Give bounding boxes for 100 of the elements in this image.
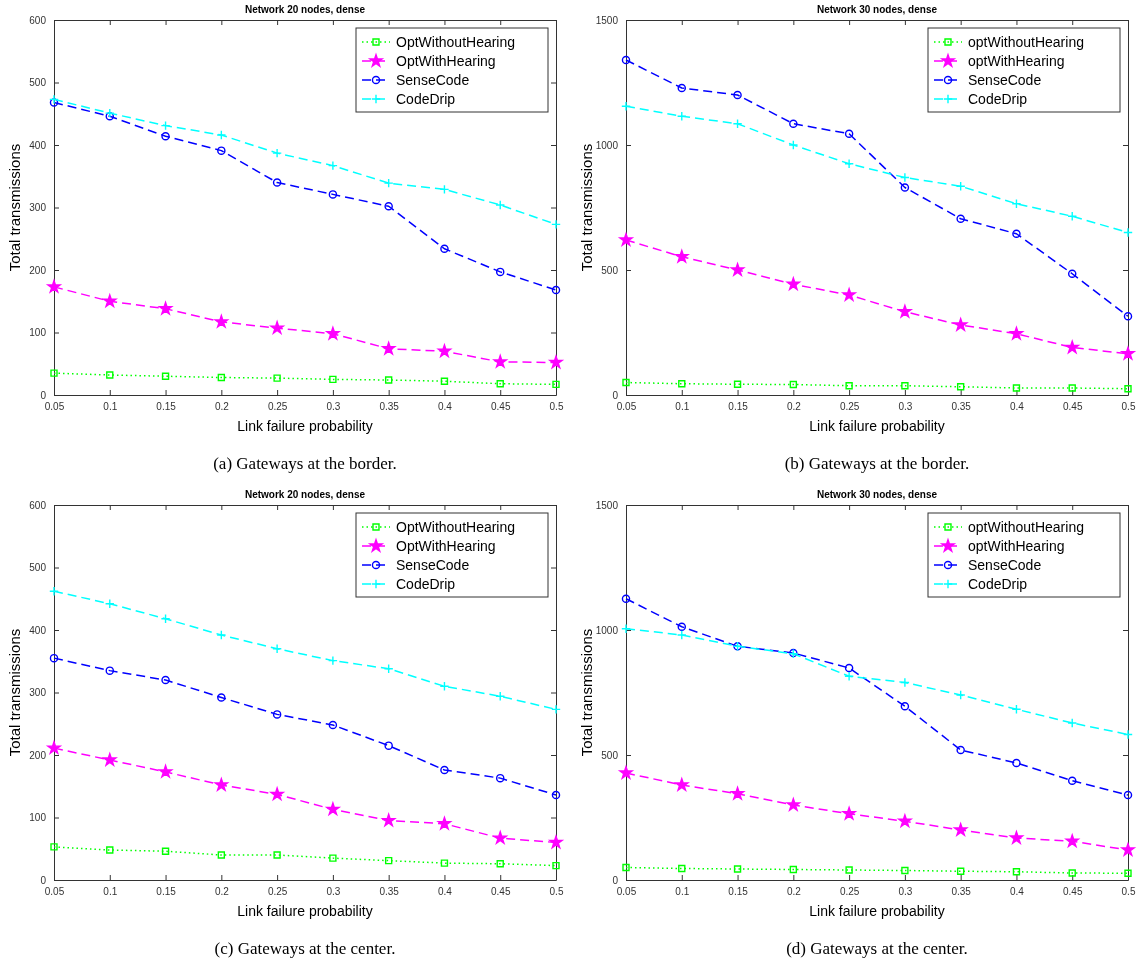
text: (d) Gateways at the center. [786,939,968,958]
point [1068,869,1076,877]
y-tick-label: 300 [29,687,47,699]
point [621,55,631,65]
chart-title: Network 30 nodes, dense [816,4,938,15]
chart-title: Network 20 nodes, dense [244,489,366,500]
point [622,378,630,387]
x-tick-label: 0.5 [1121,886,1136,898]
point [437,816,452,830]
point [1012,229,1021,238]
point [953,317,968,331]
point [1012,384,1021,392]
point [384,741,393,750]
y-tick-label: 1500 [595,14,619,26]
x-tick-label: 0.1 [675,886,690,898]
point [733,865,742,873]
point [270,321,284,334]
point [272,178,282,187]
y-tick-label: 1500 [595,499,619,511]
point [675,249,689,263]
x-tick-label: 0.3 [326,886,341,898]
point [161,132,170,141]
point [270,787,284,801]
text: (b) Gateways at the border. [784,454,970,473]
point [384,376,393,384]
point [273,374,281,382]
point [158,764,173,778]
point [1123,790,1133,800]
point [437,344,452,358]
y-axis-title: Total transmissions [578,628,595,757]
x-tick-label: 0.25 [267,401,288,413]
y-tick-label: 0 [40,874,47,886]
point [1124,869,1132,877]
x-tick-label: 0.4 [437,886,453,898]
y-tick-label: 1000 [595,624,619,636]
point [495,200,506,210]
y-axis-title: Total transmissions [6,143,23,272]
point [329,375,337,384]
point [551,704,561,715]
y-tick-label: 100 [29,812,47,824]
x-tick-label: 0.35 [379,886,400,898]
x-tick-label: 0.2 [786,886,802,898]
point [326,802,340,816]
legend-label: SenseCode [396,72,470,88]
point [272,148,283,159]
x-tick-label: 0.45 [490,401,511,413]
point [1067,776,1077,785]
x-tick-label: 0.5 [549,401,564,413]
x-tick-label: 0.05 [44,886,65,898]
point [383,178,394,189]
point [103,752,117,766]
point [1067,718,1078,728]
x-tick-label: 0.1 [103,886,118,898]
legend-label: optWithHearing [968,53,1065,69]
point [621,594,631,603]
text: (a) Gateways at the border. [213,454,397,473]
point [789,119,798,128]
point [216,130,227,140]
point [845,382,853,390]
x-tick-label: 0.4 [1009,886,1025,898]
y-tick-label: 400 [29,139,47,151]
x-tick-label: 0.2 [214,886,230,898]
y-tick-label: 500 [601,264,619,276]
point [1067,269,1077,278]
point [327,160,338,171]
point [842,287,856,301]
chart-title: Network 30 nodes, dense [816,489,938,500]
point [551,790,561,800]
point [106,371,114,379]
x-tick-label: 0.15 [156,886,177,898]
point [493,831,507,844]
y-tick-label: 400 [29,624,47,636]
point [677,83,687,93]
point [273,851,281,859]
x-tick-label: 0.3 [898,401,913,413]
point [1009,326,1024,340]
point [103,294,117,308]
legend-label: SenseCode [968,72,1042,88]
legend-label: CodeDrip [968,576,1028,592]
point [495,267,505,277]
x-tick-label: 0.1 [675,401,690,413]
legend-label: optWithoutHearing [968,519,1084,535]
point [1124,385,1132,393]
point [329,854,337,862]
point [216,630,227,640]
x-tick-label: 0.05 [616,401,637,413]
x-tick-label: 0.25 [839,886,860,898]
point [788,140,799,150]
point [1123,312,1133,321]
point [1065,340,1079,354]
point [842,806,856,820]
point [50,843,58,851]
point [326,326,340,340]
point [104,108,115,119]
point [1012,868,1021,876]
point [619,765,633,779]
point [678,864,686,873]
legend-label: optWithoutHearing [968,34,1084,50]
point [621,101,631,112]
y-tick-label: 0 [612,389,619,401]
